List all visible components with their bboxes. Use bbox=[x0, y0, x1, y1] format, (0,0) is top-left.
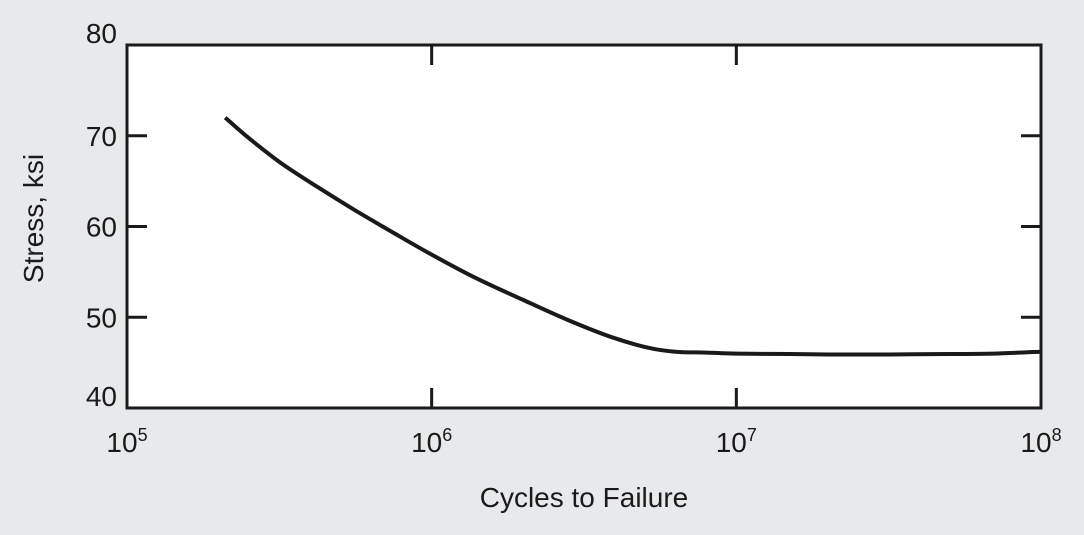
plot-area bbox=[125, 43, 1043, 410]
axis-ticks bbox=[127, 45, 1041, 408]
y-tick-label: 50 bbox=[86, 302, 117, 333]
x-tick-label: 107 bbox=[716, 425, 757, 458]
y-tick-labels: 40 50 60 70 80 bbox=[86, 18, 117, 412]
x-tick-label: 105 bbox=[106, 425, 147, 458]
y-axis-title: Stress, ksi bbox=[18, 154, 49, 283]
y-tick-label: 80 bbox=[86, 18, 117, 49]
series-layer bbox=[223, 116, 1042, 357]
y-tick-label: 60 bbox=[86, 212, 117, 243]
x-tick-label: 106 bbox=[411, 425, 452, 458]
series-line-0 bbox=[223, 116, 1042, 357]
y-tick-label: 40 bbox=[86, 381, 117, 412]
y-tick-label: 70 bbox=[86, 121, 117, 152]
x-tick-label: 108 bbox=[1020, 425, 1061, 458]
x-tick-labels: 105 106 107 108 bbox=[106, 425, 1061, 458]
x-axis-title: Cycles to Failure bbox=[480, 482, 689, 513]
